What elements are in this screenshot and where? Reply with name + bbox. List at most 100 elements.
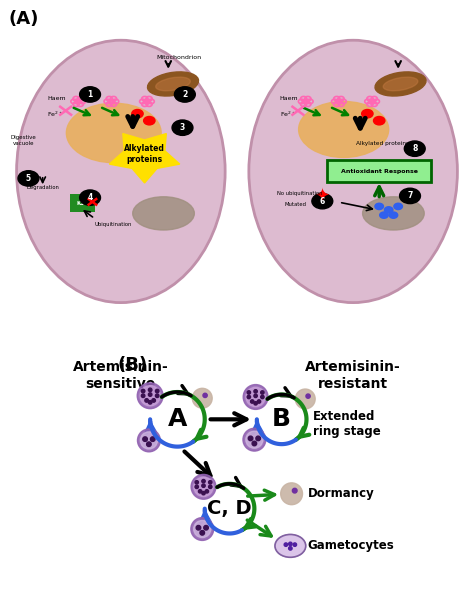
Ellipse shape <box>375 72 426 96</box>
Text: Ubiquitination: Ubiquitination <box>95 222 132 227</box>
Circle shape <box>146 442 151 447</box>
Circle shape <box>254 394 257 398</box>
Circle shape <box>400 188 420 203</box>
Text: No ubiquitination: No ubiquitination <box>277 191 323 196</box>
Text: 4: 4 <box>87 193 93 202</box>
Ellipse shape <box>155 77 191 91</box>
Text: Haem: Haem <box>47 96 66 100</box>
Text: 1: 1 <box>87 90 93 99</box>
Circle shape <box>248 436 253 441</box>
Circle shape <box>191 474 216 499</box>
Ellipse shape <box>299 102 389 157</box>
Circle shape <box>155 389 159 393</box>
Circle shape <box>140 386 160 406</box>
Circle shape <box>247 395 251 399</box>
Text: Fe$^{2+}$: Fe$^{2+}$ <box>47 110 64 120</box>
Circle shape <box>148 393 152 396</box>
Circle shape <box>148 388 152 392</box>
Text: K13: K13 <box>76 201 89 206</box>
Text: (B): (B) <box>118 356 148 374</box>
Circle shape <box>172 120 193 135</box>
Circle shape <box>143 437 147 441</box>
Ellipse shape <box>383 77 418 91</box>
Circle shape <box>256 436 260 441</box>
Circle shape <box>243 428 266 451</box>
Circle shape <box>196 526 201 530</box>
Text: ✦: ✦ <box>315 188 330 206</box>
Circle shape <box>150 437 155 441</box>
Text: Fe$^{2+}$: Fe$^{2+}$ <box>280 110 296 120</box>
Circle shape <box>202 492 205 495</box>
Circle shape <box>204 526 209 530</box>
Polygon shape <box>109 133 180 183</box>
Ellipse shape <box>275 535 306 557</box>
Circle shape <box>375 203 383 209</box>
Text: 6: 6 <box>319 197 325 206</box>
Circle shape <box>194 477 213 496</box>
Text: Degradation: Degradation <box>26 185 59 190</box>
Circle shape <box>289 547 292 550</box>
Text: Haem: Haem <box>280 96 298 100</box>
Ellipse shape <box>147 72 199 96</box>
Circle shape <box>203 393 207 398</box>
Circle shape <box>261 390 264 394</box>
Circle shape <box>192 388 212 408</box>
Circle shape <box>194 520 211 538</box>
Text: Alkylated proteins: Alkylated proteins <box>356 141 409 146</box>
Circle shape <box>284 543 288 547</box>
Circle shape <box>209 485 212 489</box>
Text: C, D: C, D <box>207 499 252 518</box>
Circle shape <box>144 117 155 125</box>
Circle shape <box>306 394 310 398</box>
Text: 3: 3 <box>180 123 185 132</box>
FancyBboxPatch shape <box>70 194 95 212</box>
Circle shape <box>145 399 148 402</box>
Text: Antioxidant Response: Antioxidant Response <box>341 169 418 174</box>
Circle shape <box>152 399 155 402</box>
Circle shape <box>199 490 202 493</box>
Circle shape <box>202 480 205 483</box>
Circle shape <box>174 87 195 102</box>
Circle shape <box>195 481 199 484</box>
Text: Artemisinin-
resistant: Artemisinin- resistant <box>305 361 401 390</box>
Circle shape <box>252 441 256 446</box>
Text: Artemisinin-
sensitive: Artemisinin- sensitive <box>73 361 169 390</box>
Circle shape <box>251 400 254 403</box>
Text: B: B <box>272 407 291 431</box>
Text: 8: 8 <box>412 144 418 153</box>
Circle shape <box>80 87 100 102</box>
Circle shape <box>257 400 261 403</box>
Circle shape <box>155 394 159 398</box>
Circle shape <box>362 109 373 118</box>
Circle shape <box>312 194 333 209</box>
Circle shape <box>246 388 265 407</box>
Circle shape <box>295 389 315 409</box>
Circle shape <box>394 203 402 209</box>
Text: 7: 7 <box>407 191 413 200</box>
Circle shape <box>132 109 143 118</box>
Circle shape <box>200 530 205 535</box>
Circle shape <box>148 401 152 404</box>
Circle shape <box>202 484 205 487</box>
Text: A: A <box>168 407 187 431</box>
Circle shape <box>191 518 214 541</box>
Ellipse shape <box>363 197 424 230</box>
Circle shape <box>243 385 268 410</box>
Text: Dormancy: Dormancy <box>308 487 374 501</box>
Circle shape <box>374 117 385 125</box>
Circle shape <box>293 543 297 547</box>
Circle shape <box>254 402 257 405</box>
Text: (A): (A) <box>9 11 39 29</box>
Text: Alkylated
proteins: Alkylated proteins <box>124 144 165 164</box>
Circle shape <box>384 207 393 213</box>
Circle shape <box>141 394 145 398</box>
Ellipse shape <box>249 40 457 303</box>
Circle shape <box>246 431 263 448</box>
Circle shape <box>137 429 160 452</box>
Text: 5: 5 <box>26 174 31 183</box>
Circle shape <box>289 542 292 545</box>
Circle shape <box>247 390 251 394</box>
Text: 2: 2 <box>182 90 188 99</box>
Ellipse shape <box>133 197 194 230</box>
Circle shape <box>389 212 398 218</box>
